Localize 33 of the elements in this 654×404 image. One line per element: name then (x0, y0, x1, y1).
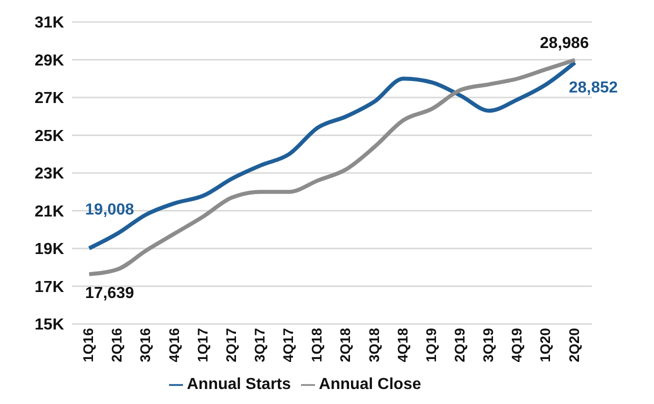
y-tick-label: 19K (34, 241, 64, 258)
x-tick-label: 4Q17 (280, 328, 296, 362)
y-tick-label: 15K (34, 316, 64, 334)
y-tick-label: 25K (34, 128, 64, 145)
y-tick-label: 27K (34, 90, 64, 108)
y-tick-label: 31K (34, 14, 64, 32)
data-label: 17,639 (85, 285, 134, 302)
x-tick-label: 4Q16 (166, 328, 182, 362)
y-tick-label: 21K (34, 203, 64, 220)
y-tick-label: 23K (34, 166, 64, 183)
legend-label: Annual Close (318, 376, 422, 393)
data-label: 28,852 (568, 80, 618, 97)
y-tick-label: 17K (34, 278, 64, 296)
x-tick-label: 3Q19 (480, 328, 496, 362)
x-tick-label: 2Q19 (452, 328, 468, 362)
data-label: 19,008 (85, 201, 134, 218)
x-tick-label: 1Q17 (194, 328, 210, 362)
x-tick-label: 1Q18 (308, 328, 325, 362)
x-tick-label: 1Q19 (422, 328, 439, 362)
x-tick-label: 4Q19 (508, 328, 525, 362)
x-tick-label: 3Q16 (137, 328, 154, 362)
data-label: 28,986 (540, 35, 589, 52)
x-tick-label: 4Q18 (394, 328, 410, 362)
legend-label: Annual Starts (186, 376, 291, 393)
x-tick-label: 2Q17 (222, 328, 239, 362)
x-tick-label: 2Q16 (108, 328, 125, 362)
x-tick-label: 2Q20 (566, 328, 582, 362)
x-tick-label: 3Q17 (252, 328, 268, 362)
x-tick-label: 1Q20 (537, 328, 554, 362)
x-tick-label: 2Q18 (337, 328, 354, 362)
x-tick-label: 3Q18 (366, 328, 382, 362)
y-tick-label: 29K (34, 52, 64, 70)
x-tick-label: 1Q16 (80, 328, 96, 362)
